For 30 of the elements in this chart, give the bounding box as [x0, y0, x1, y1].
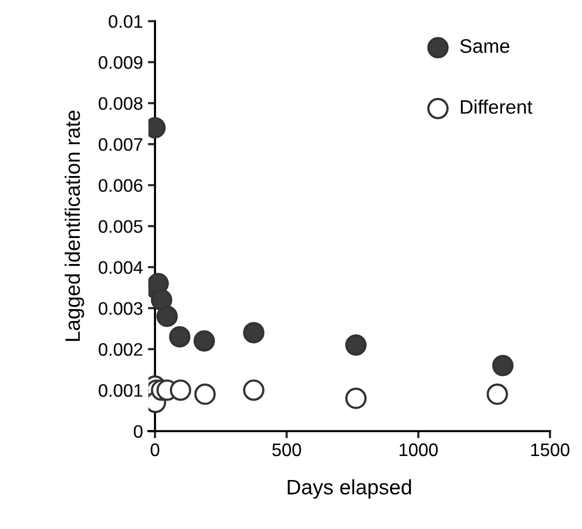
point	[243, 322, 264, 344]
y-tick-label: 0.003	[98, 302, 142, 315]
point	[194, 330, 215, 352]
point	[345, 334, 367, 356]
y-tick-label: 0.007	[98, 138, 142, 151]
y-tick-label: 0.001	[98, 384, 142, 397]
legend-label: Different	[460, 100, 532, 114]
point	[156, 306, 178, 328]
legend-label: Same	[460, 39, 510, 53]
x-tick-label: 1500	[531, 443, 570, 456]
point	[194, 384, 216, 405]
y-tick-label: 0.002	[98, 343, 142, 356]
y-axis-title: Lagged identification rate	[64, 110, 84, 341]
y-tick-label: 0.008	[98, 97, 142, 110]
x-tick-label: 1000	[400, 443, 438, 456]
point	[486, 384, 508, 405]
x-tick-label: 500	[272, 443, 302, 456]
x-tick-label: 0	[150, 443, 160, 456]
y-tick-label: 0.006	[98, 179, 142, 192]
y-tick-label: 0.009	[98, 56, 142, 69]
y-tick-label: 0.004	[98, 261, 143, 274]
y-tick-label: 0.005	[98, 220, 142, 233]
point	[345, 388, 367, 410]
point	[492, 354, 514, 376]
y-tick-label: 0	[134, 425, 142, 438]
point	[169, 326, 190, 348]
x-axis-title: Days elapsed	[288, 479, 411, 499]
y-tick-label: 0.01	[108, 15, 142, 28]
point	[243, 379, 264, 401]
point	[170, 379, 192, 401]
